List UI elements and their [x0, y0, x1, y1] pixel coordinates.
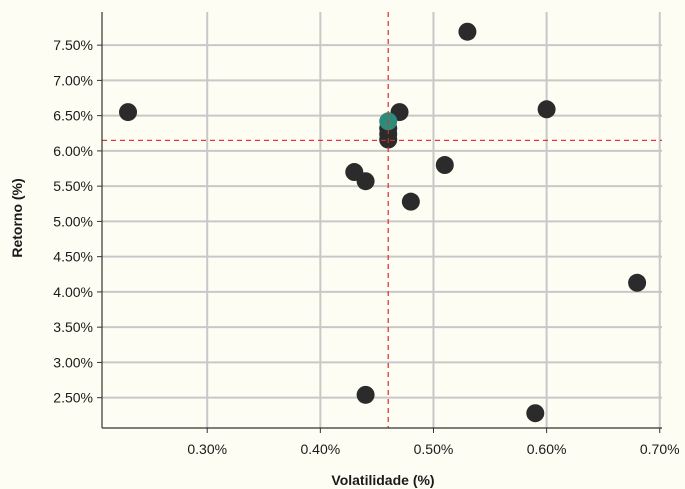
- data-point-0-12: [356, 385, 375, 404]
- y-tick-label-4: 4.50%: [53, 249, 93, 265]
- y-tick-label-1: 3.00%: [53, 354, 93, 370]
- y-tick-label-7: 6.00%: [53, 143, 93, 159]
- data-point-0-13: [526, 404, 545, 423]
- reference-lines-overlay: [102, 12, 662, 428]
- data-point-0-3: [537, 100, 556, 119]
- y-tick-label-6: 5.50%: [53, 178, 93, 194]
- x-tick-labels: 0.30% 0.40% 0.50% 0.60% 0.70%: [187, 441, 679, 457]
- y-tick-label-2: 3.50%: [53, 319, 93, 335]
- y-axis-label: Retorno (%): [9, 178, 25, 257]
- data-point-0-10: [401, 192, 420, 211]
- x-tick-label-1: 0.40%: [300, 441, 340, 457]
- data-point-0-1: [458, 22, 477, 41]
- y-tick-label-3: 4.00%: [53, 284, 93, 300]
- x-tick-label-4: 0.70%: [640, 441, 680, 457]
- data-point-0-11: [628, 273, 647, 292]
- data-point-0-9: [435, 156, 454, 175]
- y-tick-label-10: 7.50%: [53, 37, 93, 53]
- axes: [97, 12, 662, 433]
- x-tick-label-3: 0.60%: [527, 441, 567, 457]
- x-axis-label: Volatilidade (%): [331, 472, 434, 488]
- data-point-0-0: [119, 103, 138, 122]
- y-tick-labels: 2.50% 3.00% 3.50% 4.00% 4.50% 5.00% 5.50% 6.00%…: [53, 37, 93, 406]
- x-tick-label-2: 0.50%: [414, 441, 454, 457]
- x-tick-label-0: 0.30%: [187, 441, 227, 457]
- y-tick-label-0: 2.50%: [53, 390, 93, 406]
- y-tick-label-8: 6.50%: [53, 108, 93, 124]
- data-point-0-8: [356, 172, 375, 191]
- y-tick-label-9: 7.00%: [53, 72, 93, 88]
- y-tick-label-5: 5.00%: [53, 213, 93, 229]
